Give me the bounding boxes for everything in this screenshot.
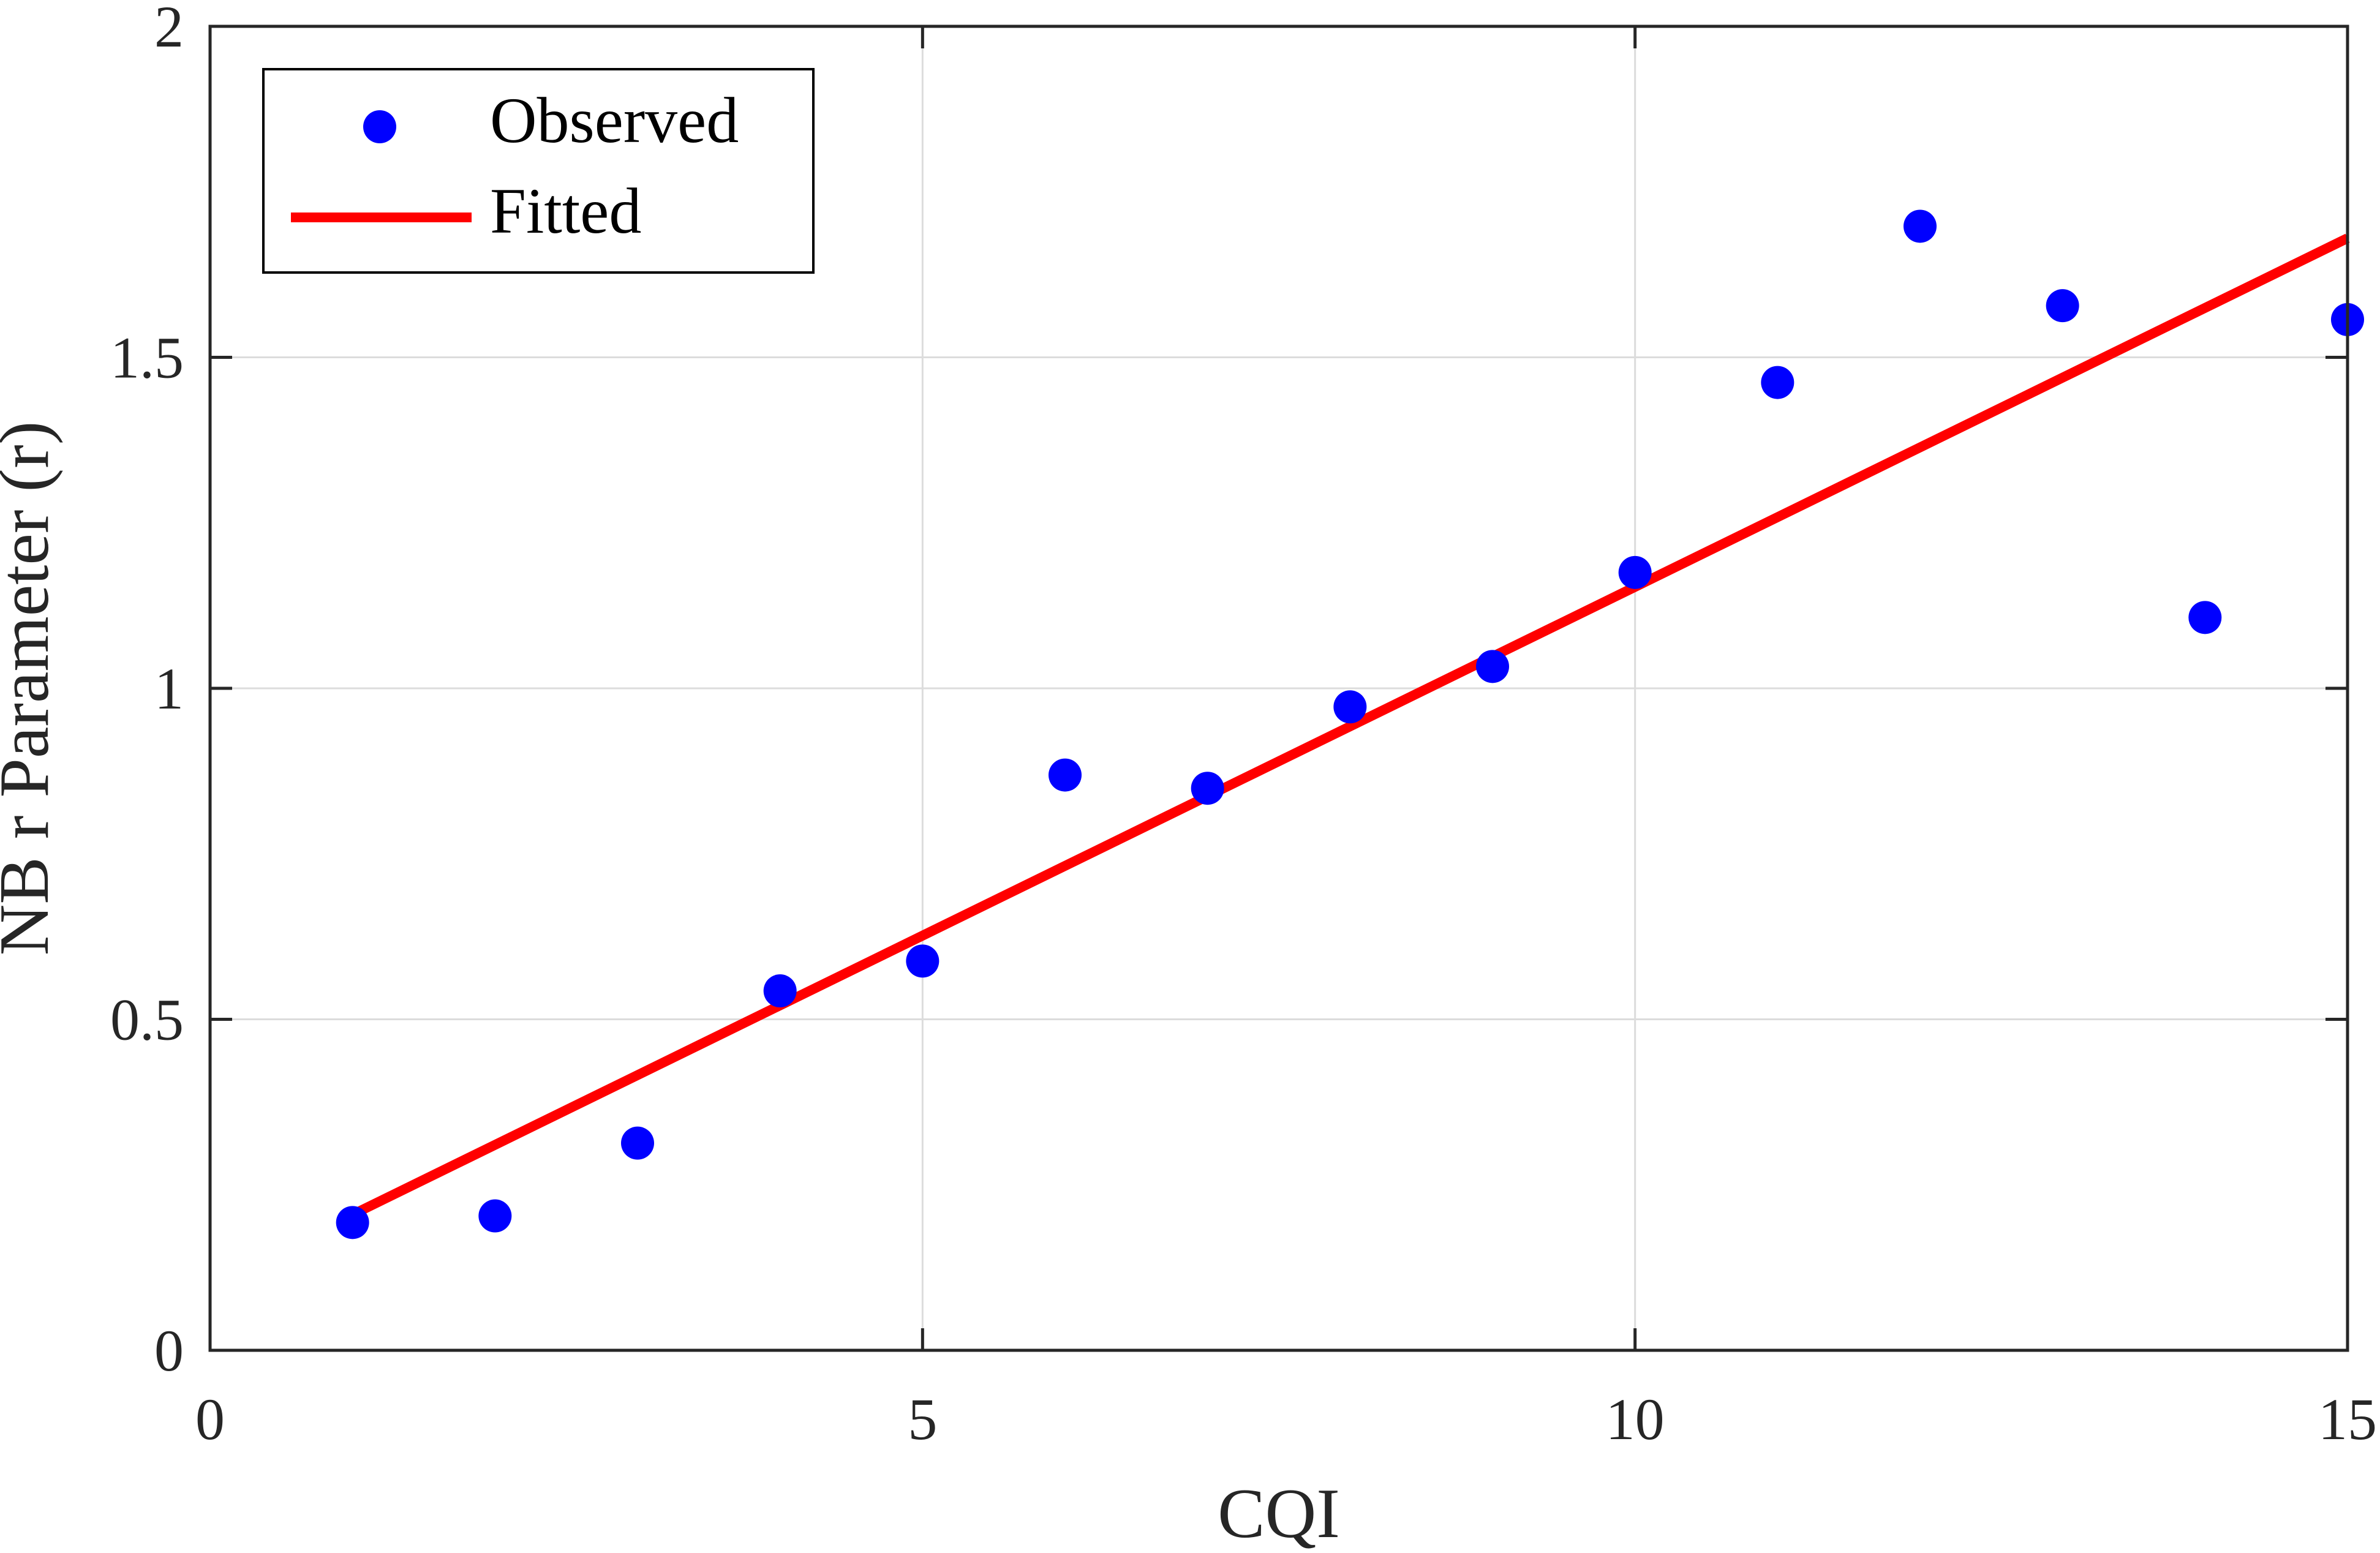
observed-point — [1191, 772, 1224, 805]
plot-area — [336, 209, 2364, 1239]
observed-point — [1476, 650, 1509, 683]
legend: Observed Fitted — [262, 68, 815, 274]
observed-point — [763, 974, 797, 1008]
x-axis-label: CQI — [1218, 1475, 1340, 1553]
x-tick-label: 0 — [195, 1386, 225, 1452]
fitted-line — [350, 233, 2350, 1219]
legend-label-fitted: Fitted — [490, 175, 641, 247]
y-tick-label: 1 — [154, 656, 184, 721]
y-tick-label: 0 — [154, 1318, 184, 1383]
observed-point — [1618, 555, 1652, 589]
x-tick-label: 10 — [1606, 1386, 1665, 1452]
ticks — [208, 24, 2349, 1352]
observed-point — [1333, 690, 1367, 724]
observed-point — [2046, 289, 2079, 323]
x-tick-label: 15 — [2318, 1386, 2377, 1452]
observed-point — [478, 1199, 512, 1233]
observed-point — [1761, 366, 1794, 399]
observed-point — [906, 944, 940, 978]
y-tick-label: 0.5 — [110, 987, 184, 1053]
observed-point — [2188, 601, 2222, 634]
observed-point — [1904, 209, 1937, 243]
legend-box — [262, 68, 815, 274]
tick-labels: 0 5 10 15 0 0.5 1 1.5 2 — [110, 0, 2377, 1452]
observed-point — [336, 1206, 369, 1239]
legend-label-observed: Observed — [490, 85, 739, 156]
observed-point — [621, 1126, 654, 1160]
y-tick-label: 2 — [154, 0, 184, 59]
x-tick-label: 5 — [908, 1386, 937, 1452]
legend-marker-observed — [363, 110, 396, 143]
observed-point — [1049, 758, 1082, 792]
y-axis-label: NB r Parameter (r) — [0, 421, 64, 956]
grid — [210, 26, 2348, 1350]
y-tick-label: 1.5 — [110, 325, 184, 391]
